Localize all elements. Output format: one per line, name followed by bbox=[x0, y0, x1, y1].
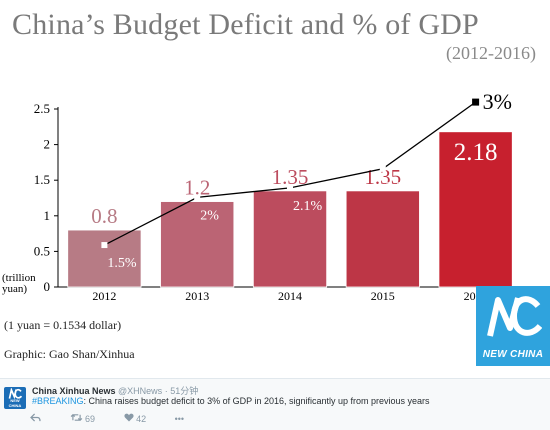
more-icon: ••• bbox=[174, 414, 185, 424]
y-tick-label: 2.5 bbox=[34, 101, 50, 116]
gdp-percent-label: 1.5% bbox=[107, 256, 136, 271]
reply-button[interactable] bbox=[30, 413, 41, 424]
y-axis-label: (trillion bbox=[2, 272, 36, 284]
new-china-logo-icon bbox=[487, 296, 542, 337]
retweet-count: 69 bbox=[85, 414, 96, 424]
like-button[interactable]: 42 bbox=[123, 413, 147, 424]
gdp-percent-label: 2% bbox=[200, 208, 219, 223]
bar-2016 bbox=[438, 131, 513, 288]
new-china-avatar-icon bbox=[8, 388, 22, 400]
tweet-header: China Xinhua News @XHNews · 51分钟 bbox=[32, 384, 198, 397]
y-tick-label: 1 bbox=[44, 208, 51, 223]
tweet-timestamp[interactable]: · 51分钟 bbox=[164, 386, 199, 396]
new-china-watermark: NEW CHINA bbox=[476, 286, 550, 366]
gdp-percent-label: 3% bbox=[483, 89, 512, 114]
gdp-percent-point bbox=[379, 165, 386, 172]
exchange-rate-note: (1 yuan = 0.1534 dollar) bbox=[4, 318, 122, 332]
bar-value-label: 2.18 bbox=[454, 139, 498, 166]
gdp-percent-label: 2.3% bbox=[386, 180, 416, 195]
bar-2014 bbox=[252, 190, 328, 288]
gdp-percent-point bbox=[472, 98, 480, 106]
tweet-card[interactable]: NEW CHINA China Xinhua News @XHNews · 51… bbox=[0, 378, 550, 430]
tweet-text: #BREAKING: China raises budget deficit t… bbox=[32, 396, 430, 406]
chart-title: China’s Budget Deficit and % of GDP bbox=[12, 8, 479, 41]
retweet-icon bbox=[70, 413, 82, 422]
bar-2012 bbox=[67, 229, 142, 288]
y-axis-label: yuan) bbox=[2, 283, 27, 295]
gdp-percent-point bbox=[101, 242, 108, 249]
tweet-body-text: : China raises budget deficit to 3% of G… bbox=[83, 396, 430, 406]
y-tick-label: 2 bbox=[44, 137, 51, 152]
avatar[interactable]: NEW CHINA bbox=[4, 387, 26, 409]
x-tick-label: 2013 bbox=[185, 289, 209, 303]
tweet-author-handle[interactable]: @XHNews bbox=[118, 386, 163, 396]
tweet-actions: 69 42 ••• bbox=[30, 413, 210, 424]
heart-icon bbox=[123, 413, 134, 422]
y-tick-label: 1.5 bbox=[34, 172, 50, 187]
y-tick-label: 0 bbox=[44, 279, 51, 294]
like-count: 42 bbox=[136, 414, 147, 424]
bar-2013 bbox=[160, 201, 235, 288]
graphic-credit: Graphic: Gao Shan/Xinhua bbox=[4, 347, 135, 361]
bar-2015 bbox=[345, 190, 420, 288]
gdp-percent-label: 2.1% bbox=[293, 199, 323, 214]
x-tick-label: 2015 bbox=[371, 289, 395, 303]
avatar-text: NEW CHINA bbox=[8, 398, 22, 408]
tweet-author-name[interactable]: China Xinhua News bbox=[32, 386, 116, 396]
more-options-button[interactable]: ••• bbox=[175, 414, 184, 424]
tweet-hashtag-link[interactable]: #BREAKING bbox=[32, 396, 84, 406]
gdp-percent-point bbox=[194, 194, 201, 201]
gdp-percent-point bbox=[287, 184, 293, 191]
bar-value-label: 0.8 bbox=[91, 204, 117, 228]
reply-icon bbox=[30, 413, 41, 422]
x-tick-label: 2014 bbox=[278, 289, 302, 303]
chart-subtitle: (2012-2016) bbox=[446, 43, 536, 63]
retweet-button[interactable]: 69 bbox=[70, 413, 96, 424]
watermark-text: NEW CHINA bbox=[482, 349, 544, 360]
x-tick-label: 2012 bbox=[92, 289, 116, 303]
y-tick-label: 0.5 bbox=[34, 243, 50, 258]
